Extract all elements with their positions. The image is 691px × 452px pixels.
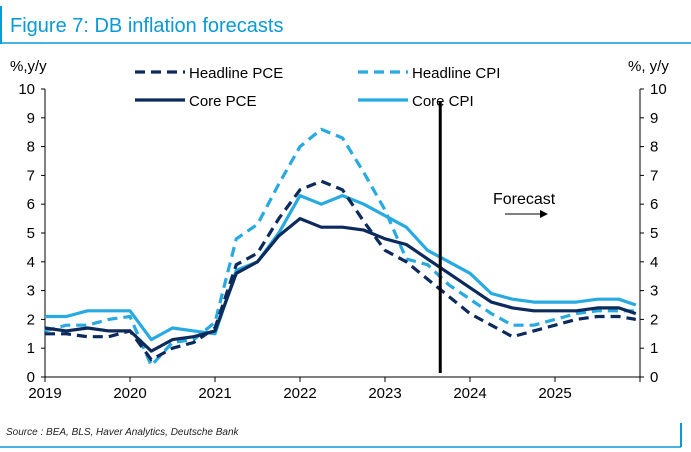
y-tick-label-left: 4 (27, 254, 35, 271)
y-tick-label-right: 1 (650, 340, 658, 357)
y-tick-label-right: 0 (650, 369, 658, 386)
x-tick-label: 2025 (538, 385, 571, 402)
y-tick-label-left: 2 (27, 311, 35, 328)
y-tick-label-right: 2 (650, 311, 658, 328)
forecast-annotation: Forecast (493, 191, 556, 208)
series-line-headline-pce (45, 179, 637, 362)
y-axis-label-left: %,y/y (10, 58, 47, 75)
x-tick-label: 2019 (28, 385, 61, 402)
title-bar: Figure 7: DB inflation forecasts (0, 6, 691, 44)
y-tick-label-left: 5 (27, 225, 35, 242)
y-axis-label-right: %, y/y (628, 58, 669, 75)
x-tick-label: 2024 (453, 385, 486, 402)
y-tick-label-right: 7 (650, 167, 658, 184)
y-tick-label-right: 9 (650, 110, 658, 127)
legend-label: Headline PCE (189, 65, 283, 82)
y-tick-label-left: 8 (27, 139, 35, 156)
series-line-core-cpi (45, 194, 637, 342)
y-tick-label-right: 6 (650, 196, 658, 213)
chart-title: Figure 7: DB inflation forecasts (10, 15, 284, 37)
y-tick-label-right: 4 (650, 254, 658, 271)
series-line-headline-cpi (44, 127, 636, 368)
x-tick-label: 2021 (198, 385, 231, 402)
series-layer (44, 101, 637, 373)
y-tick-label-left: 9 (27, 110, 35, 127)
y-tick-label-left: 3 (27, 283, 35, 300)
y-tick-label-left: 1 (27, 340, 35, 357)
legend-label: Core PCE (189, 93, 257, 110)
y-tick-label-right: 10 (650, 81, 667, 98)
bottom-border (0, 423, 682, 448)
y-tick-label-right: 5 (650, 225, 658, 242)
y-tick-label-left: 10 (18, 81, 35, 98)
forecast-arrow (505, 210, 548, 218)
y-tick-label-left: 7 (27, 167, 35, 184)
source-note: Source : BEA, BLS, Haver Analytics, Deut… (6, 427, 239, 438)
y-tick-label-left: 0 (27, 369, 35, 386)
y-tick-label-left: 6 (27, 196, 35, 213)
series-line-core-pce (44, 217, 637, 353)
legend-label: Core CPI (412, 93, 474, 110)
axes: 0 0 1 1 2 2 3 3 4 4 5 5 6 6 7 7 8 8 9 9 10 10 2019 2020 2021 2022… (18, 81, 666, 402)
y-tick-label-right: 3 (650, 283, 658, 300)
x-tick-label: 2020 (113, 385, 146, 402)
legend-label: Headline CPI (412, 65, 500, 82)
legend: Headline PCE Headline CPI Core PCE Core CPI (135, 65, 500, 110)
x-tick-label: 2023 (368, 385, 401, 402)
y-tick-label-right: 8 (650, 139, 658, 156)
title-border (0, 6, 691, 44)
x-tick-label: 2022 (283, 385, 316, 402)
